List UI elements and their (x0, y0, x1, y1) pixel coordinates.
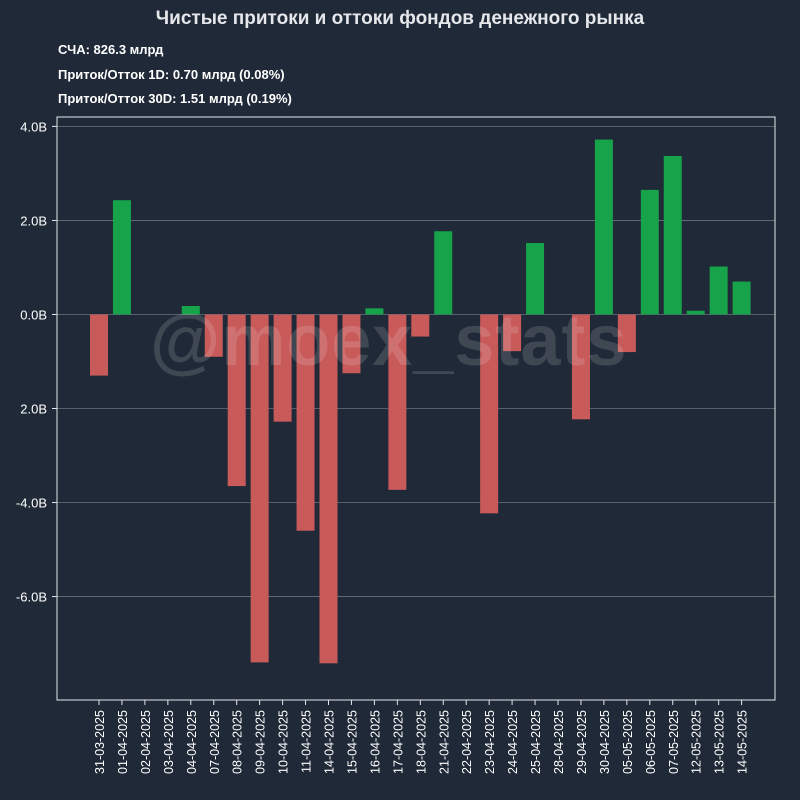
x-tick-label: 13-05-2025 (713, 710, 727, 774)
flow-30d-stat: Приток/Отток 30D: 1.51 млрд (0.19%) (58, 91, 292, 106)
x-tick-label: 28-04-2025 (552, 710, 566, 774)
bar (480, 314, 499, 514)
x-tick-label: 12-05-2025 (690, 710, 704, 774)
x-tick-label: 14-04-2025 (323, 710, 337, 774)
x-tick-label: 25-04-2025 (529, 710, 543, 774)
x-tick-label: 11-04-2025 (300, 710, 314, 773)
x-tick-label: 16-04-2025 (368, 710, 382, 774)
bar (709, 266, 728, 315)
x-tick-label: 02-04-2025 (139, 710, 153, 774)
x-tick-label: 30-04-2025 (598, 710, 612, 774)
bar (617, 314, 636, 353)
y-tick-label: -6.0B (16, 590, 47, 605)
watermark: @moex_stats (150, 301, 628, 381)
bar (640, 189, 659, 315)
bar (250, 314, 269, 663)
bar (388, 314, 407, 490)
x-tick-label: 09-04-2025 (254, 710, 268, 774)
x-tick-label: 01-04-2025 (116, 710, 130, 774)
chart-title: Чистые притоки и оттоки фондов денежного… (155, 8, 645, 29)
bar (365, 308, 384, 315)
bar (663, 156, 682, 315)
y-tick-label: 2.0B (20, 213, 47, 228)
bar (90, 314, 108, 376)
bar (204, 314, 223, 357)
x-tick-label: 21-04-2025 (437, 710, 451, 774)
y-tick-label: 2.0B (20, 402, 47, 417)
x-tick-label: 10-04-2025 (277, 710, 291, 774)
y-tick-label: 4.0B (20, 119, 47, 134)
x-tick-label: 18-04-2025 (414, 710, 428, 774)
x-tick-label: 05-05-2025 (621, 710, 635, 774)
x-tick-label: 31-03-2025 (93, 710, 107, 774)
bar (181, 306, 200, 315)
x-tick-label: 22-04-2025 (460, 710, 474, 774)
x-tick-label: 07-05-2025 (667, 710, 681, 774)
y-tick-label: -4.0B (16, 496, 47, 511)
x-tick-label: 08-04-2025 (231, 710, 245, 774)
x-tick-label: 06-05-2025 (644, 710, 658, 774)
bar (594, 139, 613, 315)
bar (571, 314, 590, 420)
bar (296, 314, 315, 531)
bar (411, 314, 430, 337)
x-tick-label: 15-04-2025 (345, 710, 359, 774)
x-tick-label: 24-04-2025 (506, 710, 520, 774)
x-tick-label: 03-04-2025 (162, 710, 176, 774)
bar (273, 314, 292, 422)
bar (526, 243, 545, 315)
x-tick-label: 17-04-2025 (391, 710, 405, 774)
x-tick-label: 23-04-2025 (483, 710, 497, 774)
y-tick-label: 0.0B (20, 307, 47, 322)
plot-frame (56, 116, 776, 701)
x-tick-label: 07-04-2025 (208, 710, 222, 774)
bar (503, 314, 522, 352)
flow-1d-stat: Приток/Отток 1D: 0.70 млрд (0.08%) (58, 67, 285, 82)
nav-stat: СЧА: 826.3 млрд (58, 42, 164, 57)
bar (112, 200, 131, 315)
x-tick-label: 14-05-2025 (736, 710, 750, 774)
bar (732, 281, 751, 315)
bar (686, 310, 705, 315)
bar (434, 231, 453, 315)
bar (342, 314, 361, 374)
x-tick-label: 04-04-2025 (185, 710, 199, 774)
bar (319, 314, 338, 664)
x-tick-label: 29-04-2025 (575, 710, 589, 774)
bar (227, 314, 246, 487)
